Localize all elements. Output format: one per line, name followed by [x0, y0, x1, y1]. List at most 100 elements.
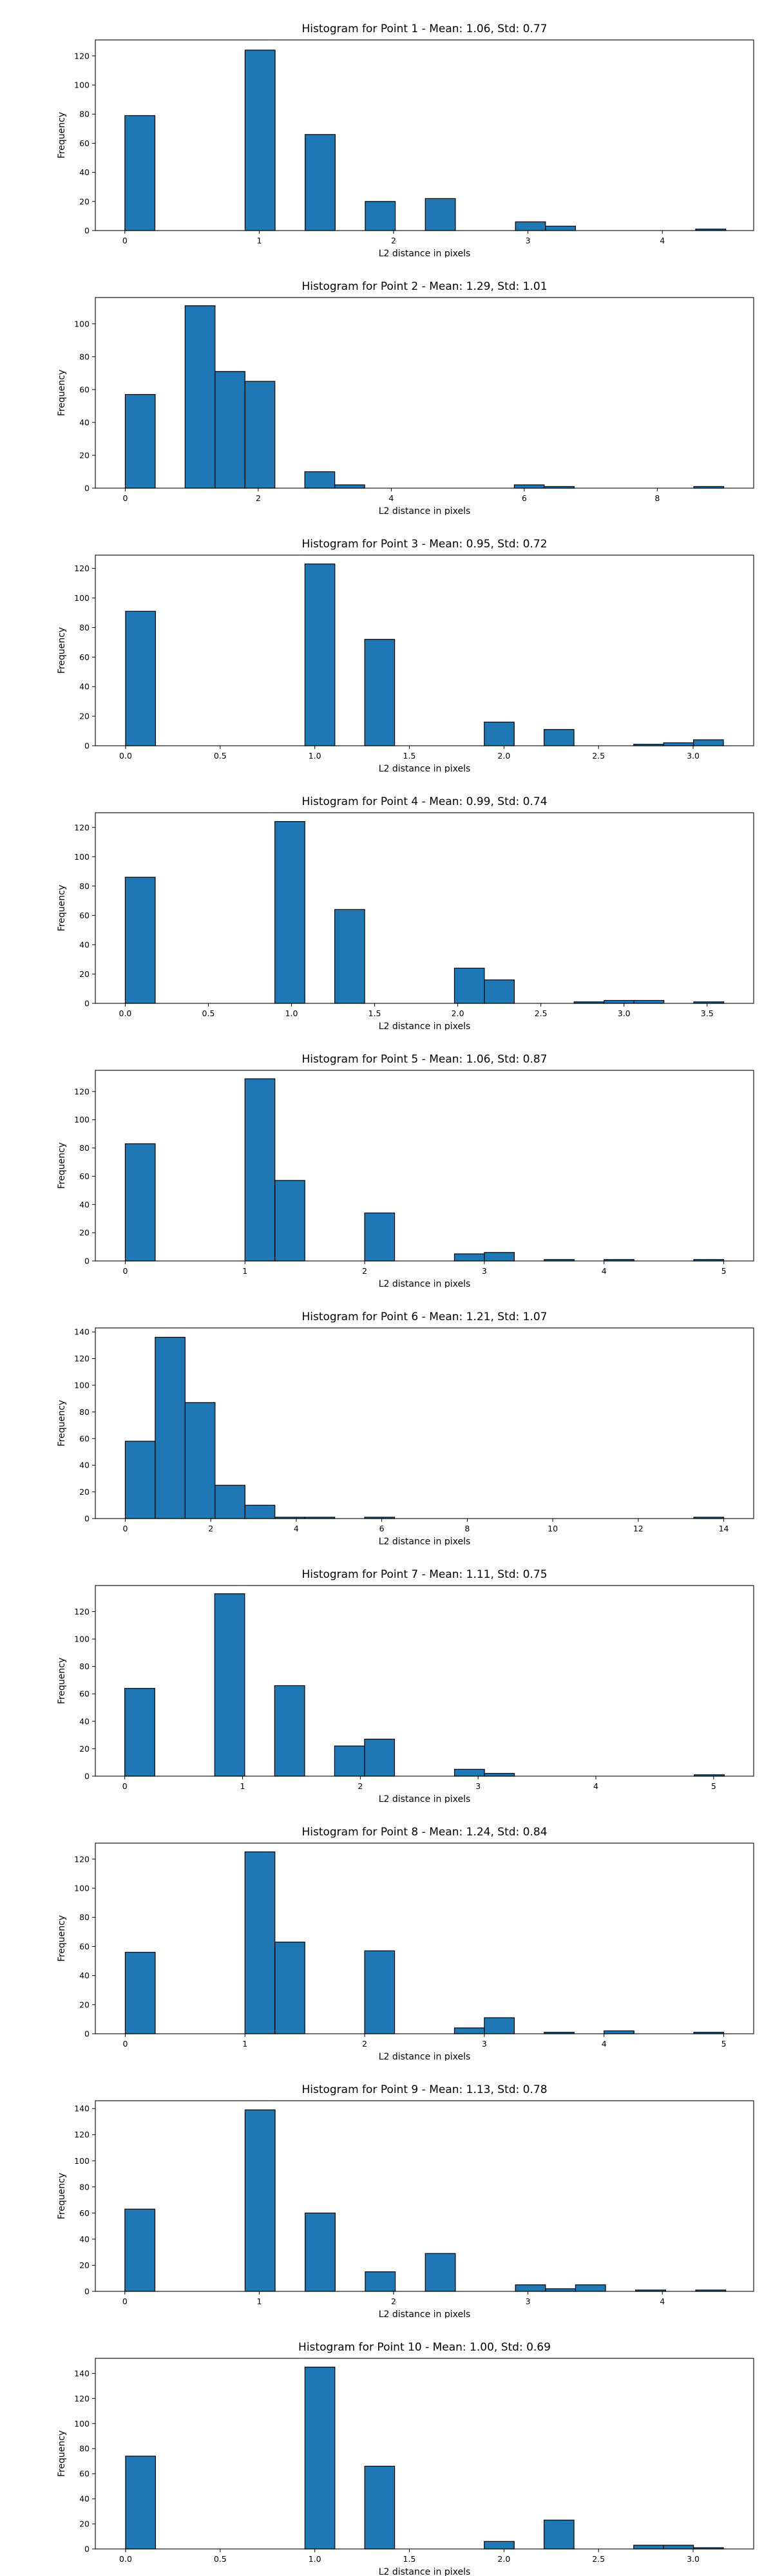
x-tick-label: 6 [522, 493, 527, 503]
y-tick-label: 120 [74, 2130, 90, 2139]
x-tick-label: 14 [719, 1524, 729, 1533]
histogram-panel-6: Histogram for Point 6 - Mean: 1.21, Std:… [57, 1311, 754, 1546]
y-tick-label: 80 [79, 881, 90, 891]
histogram-bar [513, 484, 545, 489]
y-tick-label: 0 [84, 1514, 90, 1524]
y-tick-label: 20 [79, 2519, 90, 2529]
y-tick-label: 0 [84, 1772, 90, 1781]
bars [124, 2109, 727, 2292]
plot-frame [95, 554, 754, 746]
bars [124, 1336, 725, 1519]
y-tick-label: 60 [79, 911, 90, 920]
bars [124, 1851, 725, 2034]
x-tick-label: 8 [654, 493, 660, 503]
y-tick-label: 100 [74, 1381, 90, 1390]
bars [124, 821, 725, 1004]
histogram-bar [484, 979, 515, 1004]
x-axis-label: L2 distance in pixels [379, 1794, 471, 1803]
x-tick-label: 1.5 [368, 1009, 381, 1018]
histogram-panel-9: Histogram for Point 9 - Mean: 1.13, Std:… [57, 2083, 754, 2318]
y-tick-label: 40 [79, 2494, 90, 2504]
y-tick-label: 120 [74, 564, 90, 573]
y-tick-label: 40 [79, 2234, 90, 2244]
histogram-bar [453, 967, 485, 1004]
histogram-bar [244, 1078, 276, 1262]
y-tick-label: 20 [79, 1228, 90, 1238]
histogram-panel-5: Histogram for Point 5 - Mean: 1.06, Std:… [57, 1053, 754, 1288]
histogram-bar [244, 1851, 276, 2034]
x-tick-label: 0.0 [119, 2554, 132, 2564]
x-tick-label: 1.0 [309, 2554, 321, 2564]
x-tick-label: 1 [242, 2039, 247, 2049]
histogram-bar [545, 2288, 577, 2292]
bars [124, 305, 725, 489]
y-tick-label: 100 [74, 1115, 90, 1124]
y-tick-label: 20 [79, 1744, 90, 1754]
plot-frame [95, 2100, 754, 2292]
histogram-bar [425, 198, 456, 231]
x-tick-label: 0 [122, 236, 128, 245]
histogram-bar [663, 742, 694, 746]
histogram-bar [334, 909, 365, 1004]
chart-title: Histogram for Point 1 - Mean: 1.06, Std:… [301, 23, 547, 35]
y-tick-label: 40 [79, 1716, 90, 1726]
x-tick-label: 4 [294, 1524, 299, 1533]
x-tick-label: 0 [122, 2039, 128, 2049]
histogram-bar [244, 381, 276, 489]
y-axis-label: Frequency [57, 2430, 67, 2477]
x-tick-label: 5 [721, 1266, 727, 1276]
y-tick-label: 20 [79, 196, 90, 206]
histogram-bar [365, 201, 396, 231]
y-tick-label: 40 [79, 1200, 90, 1209]
x-tick-label: 2.5 [592, 2554, 605, 2564]
y-tick-label: 100 [74, 2156, 90, 2166]
y-tick-label: 80 [79, 623, 90, 632]
histogram-bar [693, 739, 724, 746]
y-tick-label: 120 [74, 51, 90, 61]
chart-title: Histogram for Point 3 - Mean: 0.95, Std:… [301, 538, 547, 551]
plot-frame [95, 1585, 754, 1777]
x-tick-label: 2 [358, 1781, 363, 1791]
x-tick-label: 6 [379, 1524, 385, 1533]
x-tick-label: 3 [482, 2039, 487, 2049]
x-tick-label: 0.5 [202, 1009, 215, 1018]
histogram-bar [124, 1951, 156, 2034]
y-tick-label: 60 [79, 384, 90, 394]
y-tick-label: 120 [74, 1354, 90, 1363]
x-tick-label: 4 [660, 236, 665, 245]
x-tick-label: 2 [391, 236, 396, 245]
histogram-bar [515, 2284, 546, 2292]
histogram-bar [215, 1484, 245, 1519]
histogram-bar [124, 393, 156, 489]
y-tick-label: 60 [79, 1942, 90, 1951]
y-tick-label: 100 [74, 1884, 90, 1893]
y-tick-label: 140 [74, 2104, 90, 2114]
y-tick-label: 120 [74, 822, 90, 832]
x-tick-label: 4 [388, 493, 394, 503]
histogram-bar [305, 2212, 336, 2292]
x-tick-label: 3.5 [701, 1009, 714, 1018]
x-axis-label: L2 distance in pixels [379, 1537, 471, 1546]
x-tick-label: 2 [256, 493, 261, 503]
x-tick-label: 0.0 [119, 1009, 132, 1018]
x-tick-label: 12 [633, 1524, 644, 1533]
histogram-bar [484, 2541, 515, 2550]
histogram-bar [453, 2027, 485, 2034]
histogram-bar [334, 484, 365, 489]
x-tick-label: 3 [475, 1781, 481, 1791]
bars [124, 1078, 725, 1262]
histogram-bar [453, 1253, 485, 1262]
y-tick-label: 0 [84, 226, 90, 236]
histogram-bar [364, 1950, 396, 2034]
histogram-bar [124, 2208, 156, 2292]
x-tick-label: 1.0 [309, 751, 321, 761]
x-tick-label: 2.5 [592, 751, 605, 761]
y-tick-label: 80 [79, 1143, 90, 1153]
x-tick-label: 3 [526, 236, 531, 245]
histogram-bar [304, 564, 336, 746]
chart-title: Histogram for Point 7 - Mean: 1.11, Std:… [301, 1568, 547, 1581]
histogram-bar [124, 115, 156, 231]
plot-frame [95, 2358, 754, 2550]
histogram-bar [334, 1745, 365, 1777]
x-axis-label: L2 distance in pixels [379, 1279, 471, 1288]
